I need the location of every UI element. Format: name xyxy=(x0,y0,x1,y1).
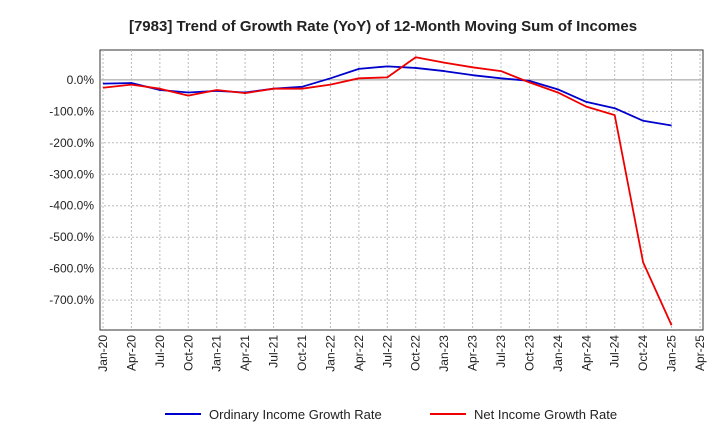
legend-label: Ordinary Income Growth Rate xyxy=(209,407,382,422)
x-tick-label: Oct-20 xyxy=(181,335,195,371)
x-tick-label: Jan-22 xyxy=(323,335,337,372)
x-tick-label: Apr-23 xyxy=(466,335,480,371)
x-tick-label: Apr-25 xyxy=(693,335,707,371)
y-tick-label: -200.0% xyxy=(49,136,94,150)
y-tick-label: -100.0% xyxy=(49,104,94,118)
x-tick-label: Jul-24 xyxy=(608,335,622,368)
x-tick-label: Jan-23 xyxy=(437,335,451,372)
x-tick-label: Apr-21 xyxy=(238,335,252,371)
y-tick-label: -700.0% xyxy=(49,293,94,307)
y-tick-label: -300.0% xyxy=(49,167,94,181)
grid xyxy=(100,50,703,330)
y-tick-label: -400.0% xyxy=(49,199,94,213)
x-tick-label: Jan-25 xyxy=(665,335,679,372)
x-tick-label: Apr-22 xyxy=(352,335,366,371)
x-tick-label: Jul-21 xyxy=(267,335,281,368)
x-tick-label: Oct-24 xyxy=(636,335,650,371)
legend: Ordinary Income Growth Rate Net Income Gr… xyxy=(165,407,617,422)
legend-item: Net Income Growth Rate xyxy=(430,407,617,422)
legend-label: Net Income Growth Rate xyxy=(474,407,617,422)
series-line-net-income xyxy=(102,56,673,326)
x-tick-label: Jul-23 xyxy=(494,335,508,368)
x-tick-label: Apr-24 xyxy=(579,335,593,371)
x-tick-label: Jul-20 xyxy=(153,335,167,368)
y-tick-label: -600.0% xyxy=(49,262,94,276)
legend-item: Ordinary Income Growth Rate xyxy=(165,407,382,422)
chart-title: [7983] Trend of Growth Rate (YoY) of 12-… xyxy=(129,18,637,35)
x-axis: Jan-20 Apr-20 Jul-20 Oct-20 Jan-21 Apr-21 Jul-… xyxy=(96,335,707,372)
x-tick-label: Jan-20 xyxy=(96,335,110,372)
x-tick-label: Jul-22 xyxy=(380,335,394,368)
x-tick-label: Jan-21 xyxy=(210,335,224,372)
y-tick-label: 0.0% xyxy=(67,73,95,87)
x-tick-label: Oct-21 xyxy=(295,335,309,371)
x-tick-label: Apr-20 xyxy=(124,335,138,371)
series-group xyxy=(102,56,673,326)
x-tick-label: Oct-23 xyxy=(522,335,536,371)
series-line-ordinary-income xyxy=(102,65,672,127)
plot-area xyxy=(99,49,704,331)
x-tick-label: Oct-22 xyxy=(409,335,423,371)
y-axis: 0.0% -100.0% -200.0% -300.0% -400.0% -500.0% -… xyxy=(49,73,94,307)
x-tick-label: Jan-24 xyxy=(551,335,565,372)
y-tick-label: -500.0% xyxy=(49,230,94,244)
